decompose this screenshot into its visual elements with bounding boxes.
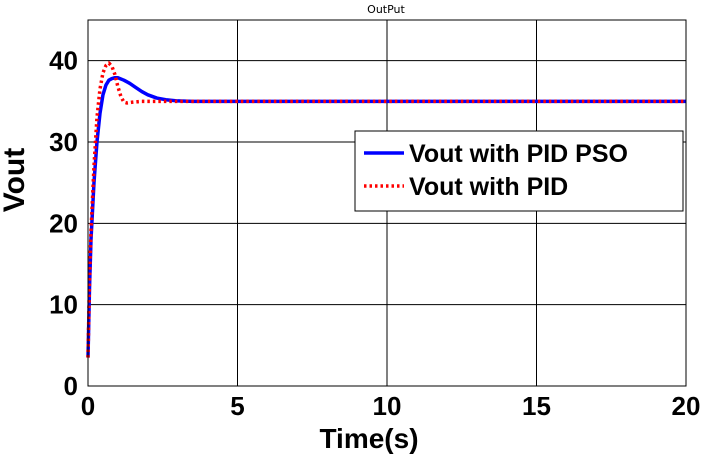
y-tick-label: 20 bbox=[49, 208, 78, 238]
plot-frame bbox=[87, 19, 687, 387]
y-tick-label: 30 bbox=[49, 127, 78, 157]
legend-box bbox=[354, 130, 684, 212]
x-tick-label: 10 bbox=[373, 391, 402, 421]
legend-label-pid: Vout with PID bbox=[409, 173, 568, 201]
chart-title: OutPut bbox=[367, 3, 405, 16]
y-tick-label: 10 bbox=[49, 290, 78, 320]
legend-label-pid-pso: Vout with PID PSO bbox=[409, 140, 628, 168]
x-tick-label: 15 bbox=[522, 391, 551, 421]
legend: Vout with PID PSO Vout with PID bbox=[354, 130, 684, 212]
series-line-pid bbox=[86, 61, 686, 358]
y-tick-label: 0 bbox=[64, 371, 78, 401]
x-tick-label: 5 bbox=[230, 391, 244, 421]
tick-labels: 0 5 10 15 20 0 10 20 30 40 bbox=[49, 46, 700, 421]
x-tick-label: 20 bbox=[672, 391, 701, 421]
y-tick-label: 40 bbox=[49, 46, 78, 76]
x-axis-label: Time(s) bbox=[319, 423, 418, 454]
x-tick-label: 0 bbox=[81, 391, 95, 421]
y-axis-label: Vout bbox=[0, 148, 31, 212]
series-layer bbox=[86, 61, 686, 358]
